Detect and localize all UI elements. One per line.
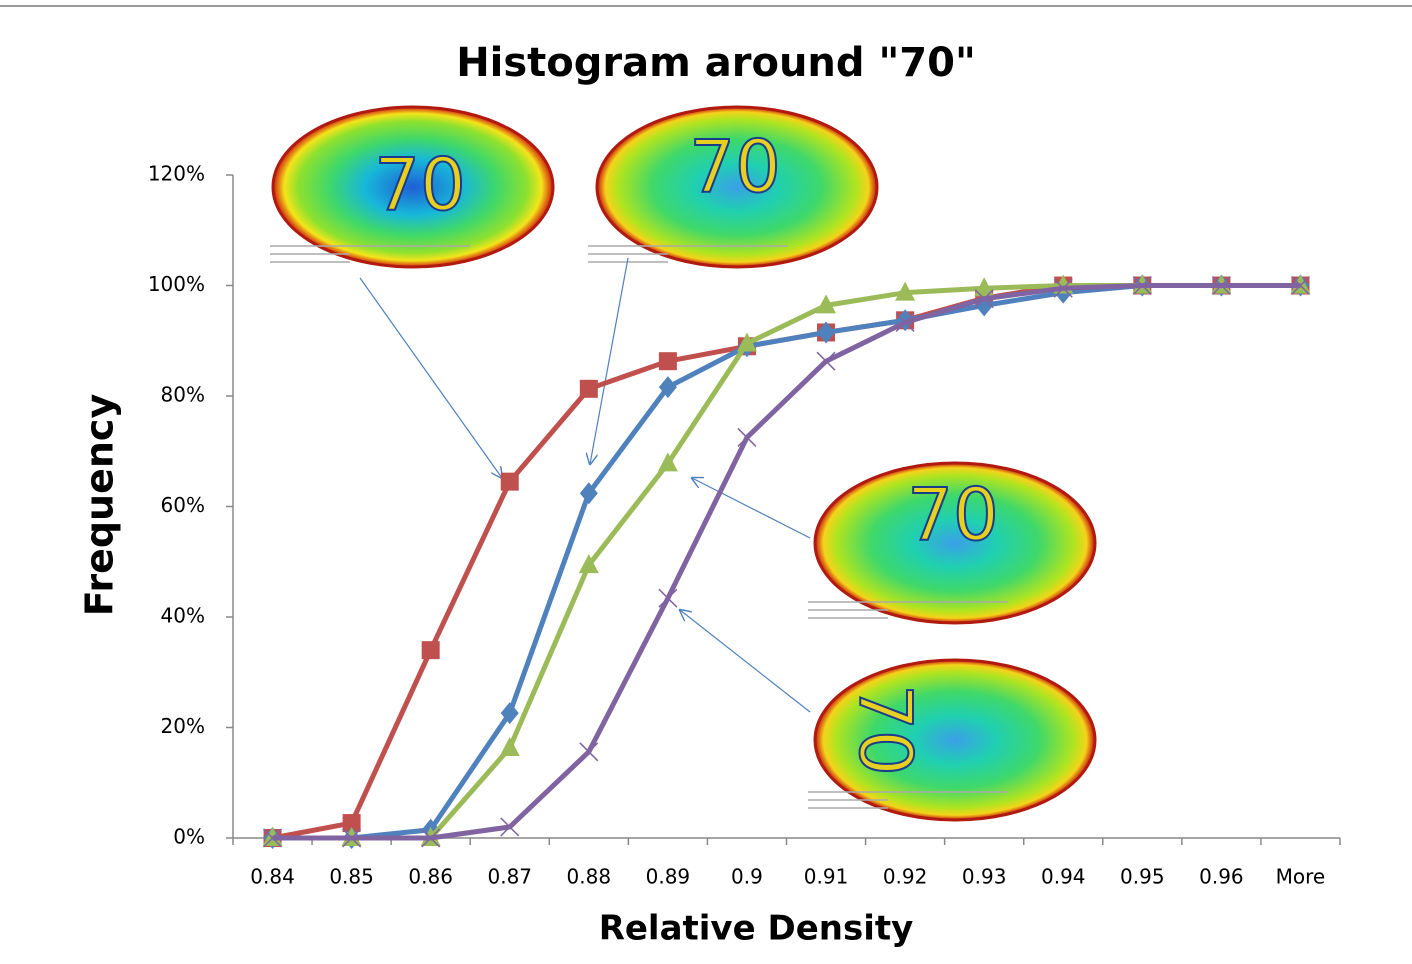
marker [736,332,757,352]
y-tick-label: 100% [148,272,205,296]
x-tick-label: 0.87 [487,865,532,889]
marker [578,554,599,574]
marker [895,281,916,301]
y-tick-label: 20% [161,714,205,738]
marker [421,828,441,848]
marker [499,736,520,756]
y-tick-label: 40% [161,604,205,628]
x-tick-label: 0.96 [1199,865,1244,889]
marker [817,321,836,344]
x-tick-label: 0.84 [250,865,295,889]
series-line [272,283,1301,841]
part-label: 70 [374,143,466,227]
marker [658,352,677,371]
part-label: 70 [907,473,999,557]
marker [500,817,520,837]
marker [816,294,837,314]
part-image [595,105,879,269]
x-tick-label: 0.95 [1120,865,1165,889]
y-tick-label: 120% [148,162,205,186]
x-axis-title: Relative Density [599,909,914,949]
series-line [272,283,1301,841]
marker [737,427,757,447]
x-tick-label: 0.9 [731,865,763,889]
x-tick-label: 0.94 [1041,865,1086,889]
marker [657,452,678,472]
marker [421,641,440,660]
marker [342,828,362,848]
marker [263,828,283,848]
marker [974,277,995,297]
x-tick-label: 0.89 [646,865,691,889]
series-line [272,283,1301,841]
series-line [272,283,1301,841]
annotations: 70 70 70 70 [270,105,1097,822]
arrow [359,277,502,478]
marker [1290,275,1310,296]
marker [1053,278,1073,298]
marker [579,742,599,762]
chart-title: Histogram around "70" [456,40,976,86]
x-tick-label: 0.92 [883,865,928,889]
part-image [813,658,1097,822]
part-image [813,461,1097,625]
y-tick-label: 0% [173,825,205,849]
marker [342,814,361,833]
marker [974,289,994,309]
marker [816,351,836,371]
plot-area: 0% 20% 40% 60% 80% 100% 120% 0.84 0.85 0.86 0.87 0.… [148,162,1341,889]
x-tick-label: 0.91 [804,865,849,889]
marker [579,379,598,398]
x-tick-label: 0.86 [408,865,453,889]
marker [500,702,519,725]
marker [658,376,677,399]
x-tick-label: More [1276,865,1326,889]
arrow [590,257,629,464]
y-tick-label: 60% [161,493,205,517]
marker [579,482,598,505]
x-tick-label: 0.88 [567,865,612,889]
part-image [271,105,555,269]
marker [895,312,915,333]
marker [1132,275,1152,296]
marker [1211,275,1231,296]
y-tick-label: 80% [161,383,205,407]
marker [658,588,678,608]
part-label: 70 [689,125,781,209]
arrow [680,610,811,713]
y-axis-title: Frequency [78,394,122,617]
part-label: 70 [843,684,927,776]
arrow [692,478,811,539]
x-tick-label: 0.93 [962,865,1007,889]
marker [500,472,519,491]
x-tick-label: 0.85 [329,865,374,889]
